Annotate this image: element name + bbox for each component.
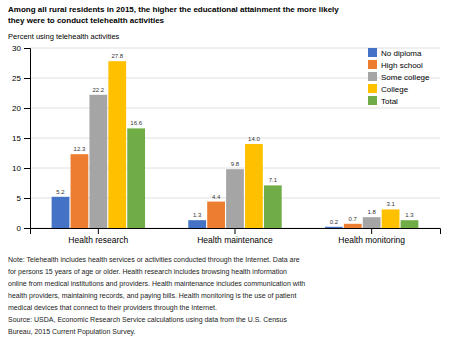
bar: [188, 220, 206, 228]
data-label: 1.3: [405, 212, 414, 218]
bar: [344, 224, 362, 228]
bar: [264, 185, 282, 228]
y-tick: 30: [12, 44, 30, 53]
legend-label: High school: [381, 61, 423, 70]
note: Note: Telehealth includes health service…: [8, 256, 300, 264]
y-tick: 0: [17, 224, 30, 233]
y-tick: 25: [12, 74, 30, 83]
y-tick-label: 5: [17, 194, 22, 203]
x-axis: Health research Health maintenance Health …: [31, 228, 441, 245]
x-tick: Health monitoring: [338, 228, 405, 245]
data-label: 1.8: [367, 209, 376, 215]
y-tick: 10: [12, 164, 30, 173]
legend-label: Some college: [381, 73, 430, 82]
bars: [52, 61, 419, 228]
x-tick-mark: [98, 228, 99, 234]
x-tick-label: Health monitoring: [338, 235, 405, 245]
legend-item: College: [368, 84, 409, 94]
y-tick-mark: [24, 168, 30, 169]
data-label: 22.2: [92, 87, 104, 93]
data-label: 27.8: [111, 53, 123, 59]
data-label: 1.3: [193, 212, 202, 218]
bar: [226, 169, 244, 228]
x-axis-line: [31, 229, 441, 235]
y-axis-line: [24, 49, 31, 229]
data-label: 7.1: [269, 177, 278, 183]
bar: [71, 154, 89, 228]
y-tick-mark: [24, 138, 30, 139]
grid-line: [30, 48, 440, 49]
bar: [325, 227, 343, 228]
chart: Among all rural residents in 2015, the h…: [0, 0, 450, 356]
bar: [382, 209, 400, 228]
legend-item: High school: [368, 60, 423, 70]
y-tick-mark: [24, 198, 30, 199]
y-tick-label: 25: [12, 74, 21, 83]
title: Among all rural residents in 2015, the h…: [8, 5, 339, 14]
data-label: 0.7: [349, 216, 358, 222]
y-tick-mark: [24, 48, 30, 49]
y-tick: 15: [12, 134, 30, 143]
data-label: 5.2: [56, 189, 65, 195]
y-axis-label: Percent using telehealth activities: [8, 32, 120, 41]
bar: [245, 144, 263, 228]
legend-label: College: [381, 85, 409, 94]
note: Source: USDA, Economic Research Service …: [8, 316, 287, 324]
data-label: 4.4: [212, 194, 221, 200]
y-tick: 20: [12, 104, 30, 113]
data-label: 14.0: [248, 136, 260, 142]
legend-label: No diploma: [381, 49, 422, 58]
y-tick-mark: [24, 78, 30, 79]
bar: [207, 202, 225, 228]
x-tick: Health maintenance: [197, 228, 273, 245]
bar: [89, 95, 107, 228]
y-axis: 0 5 10 15 20 25 30: [12, 44, 30, 233]
data-label: 9.8: [231, 161, 240, 167]
x-tick-label: Health research: [68, 235, 128, 245]
legend-swatch: [368, 84, 377, 93]
y-tick-label: 30: [12, 44, 21, 53]
title: they were to conduct telehealth activiti…: [8, 16, 165, 25]
y-tick-label: 0: [17, 224, 22, 233]
y-tick-label: 10: [12, 164, 21, 173]
bar: [52, 197, 70, 228]
note: online from medical institutions and pro…: [8, 280, 305, 288]
x-tick-mark: [371, 228, 372, 234]
bar: [363, 217, 381, 228]
bar: [108, 61, 126, 228]
bar: [127, 128, 145, 228]
x-tick: Health research: [68, 228, 128, 245]
y-tick-label: 15: [12, 134, 21, 143]
grid-line: [30, 78, 440, 79]
legend-item: Total: [368, 96, 398, 106]
legend-swatch: [368, 60, 377, 69]
legend: No diploma High school Some college College…: [368, 48, 430, 106]
x-tick-label: Health maintenance: [197, 235, 273, 245]
note: Bureau, 2015 Current Population Survey.: [8, 328, 136, 336]
legend-swatch: [368, 96, 377, 105]
note: health providers, maintaining records, a…: [8, 292, 296, 300]
data-label: 16.6: [130, 120, 142, 126]
grid: [30, 48, 440, 228]
data-labels: 5.2 1.3 0.2 12.3 4.4 0.7 22.2 9.8 1.8 27.8 14.0 3.1…: [56, 53, 414, 225]
x-tick-mark: [235, 228, 236, 234]
data-label: 0.2: [330, 219, 339, 225]
y-tick: 5: [17, 194, 30, 203]
legend-item: No diploma: [368, 48, 422, 58]
y-tick-mark: [24, 108, 30, 109]
y-tick-mark: [24, 228, 30, 229]
legend-swatch: [368, 48, 377, 57]
note: medical devices that connect to their pr…: [8, 304, 217, 312]
data-label: 3.1: [386, 201, 395, 207]
note: for persons 15 years of age or older. He…: [8, 268, 287, 276]
data-label: 12.3: [74, 146, 86, 152]
legend-item: Some college: [368, 72, 430, 82]
plot: 5.2 1.3 0.2 12.3 4.4 0.7 22.2 9.8 1.8 27.8 14.0 3.1…: [12, 44, 440, 245]
legend-swatch: [368, 72, 377, 81]
y-tick-label: 20: [12, 104, 21, 113]
legend-label: Total: [381, 97, 398, 106]
bar: [401, 220, 419, 228]
